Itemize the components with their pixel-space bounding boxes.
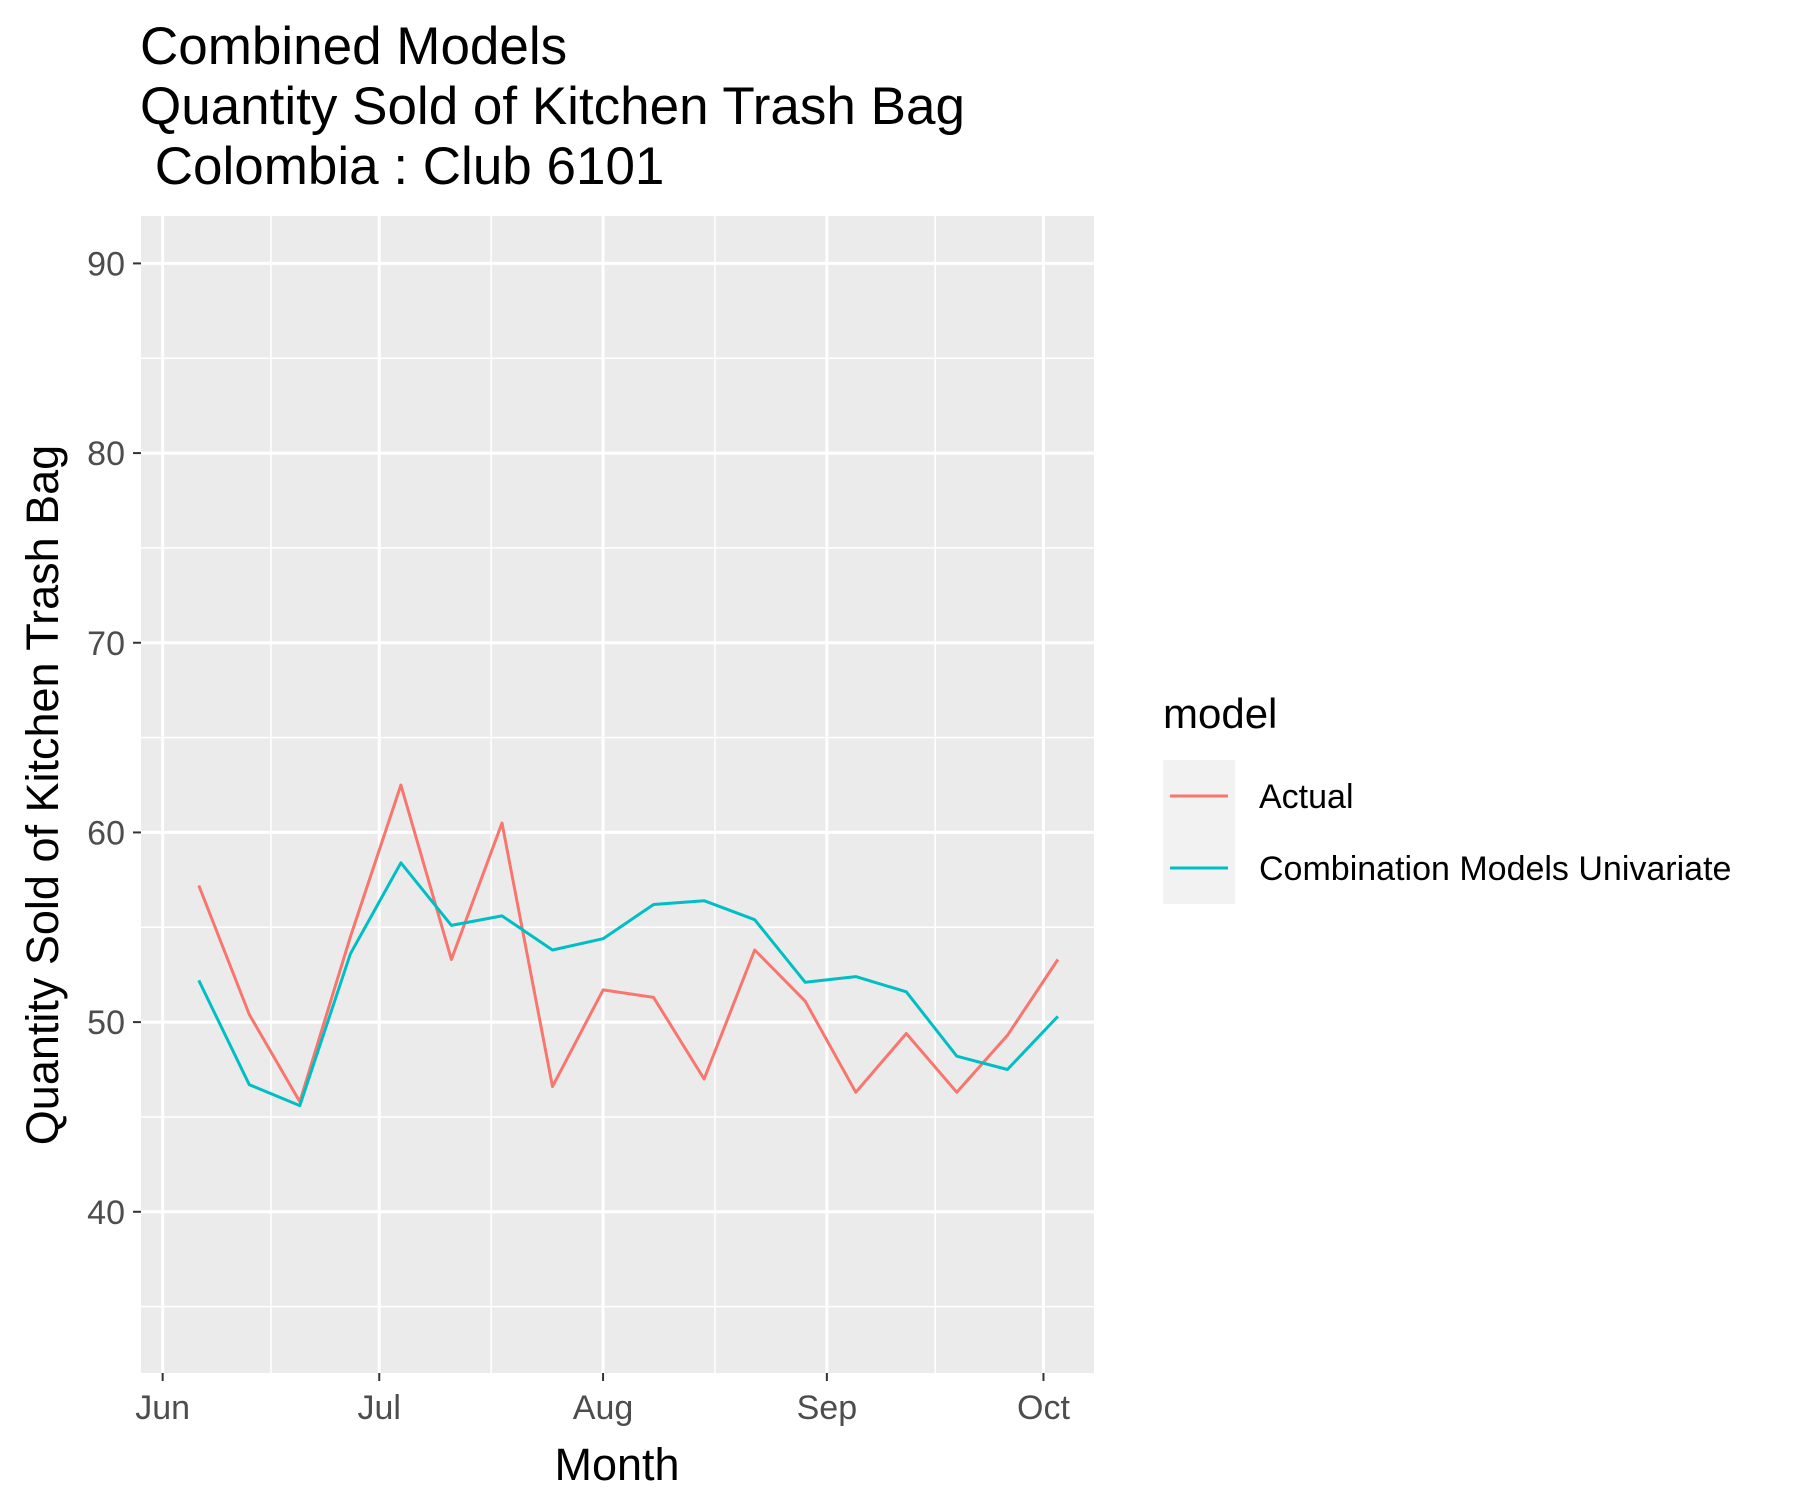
title-line-3: Colombia : Club 6101 (140, 137, 664, 196)
y-tick-label-3: 70 (87, 625, 125, 663)
minor-gridlines (141, 216, 1094, 1373)
x-tick-label-1: Jul (358, 1389, 401, 1427)
legend-label-combination: Combination Models Univariate (1259, 850, 1731, 888)
legend-title: model (1163, 690, 1277, 737)
title-line-1: Combined Models (140, 17, 567, 76)
x-axis: Jun Jul Aug Sep Oct (135, 1373, 1070, 1427)
legend-label-actual: Actual (1259, 778, 1354, 816)
x-tick-label-3: Sep (797, 1389, 858, 1427)
y-axis: 40 50 60 70 80 90 (87, 245, 141, 1232)
chart-title: Combined Models Quantity Sold of Kitchen… (140, 17, 965, 196)
x-axis-title: Month (554, 1439, 679, 1490)
x-tick-label-4: Oct (1017, 1389, 1070, 1427)
plot-panel (141, 216, 1094, 1373)
y-tick-label-1: 50 (87, 1004, 125, 1042)
x-tick-label-0: Jun (135, 1389, 190, 1427)
major-gridlines (141, 216, 1094, 1373)
y-axis-title: Quantity Sold of Kitchen Trash Bag (17, 445, 68, 1145)
y-tick-label-2: 60 (87, 814, 125, 852)
series-line-1 (197, 861, 1059, 1108)
y-tick-label-5: 90 (87, 245, 125, 283)
x-tick-label-2: Aug (573, 1389, 634, 1427)
series-line-0 (197, 783, 1060, 1104)
title-line-2: Quantity Sold of Kitchen Trash Bag (140, 77, 965, 136)
legend: model Actual Combination Models Univaria… (1163, 690, 1731, 904)
series-lines (197, 783, 1060, 1108)
y-tick-label-4: 80 (87, 435, 125, 473)
y-tick-label-0: 40 (87, 1194, 125, 1232)
legend-item-combination: Combination Models Univariate (1163, 832, 1731, 904)
legend-item-actual: Actual (1163, 760, 1354, 832)
